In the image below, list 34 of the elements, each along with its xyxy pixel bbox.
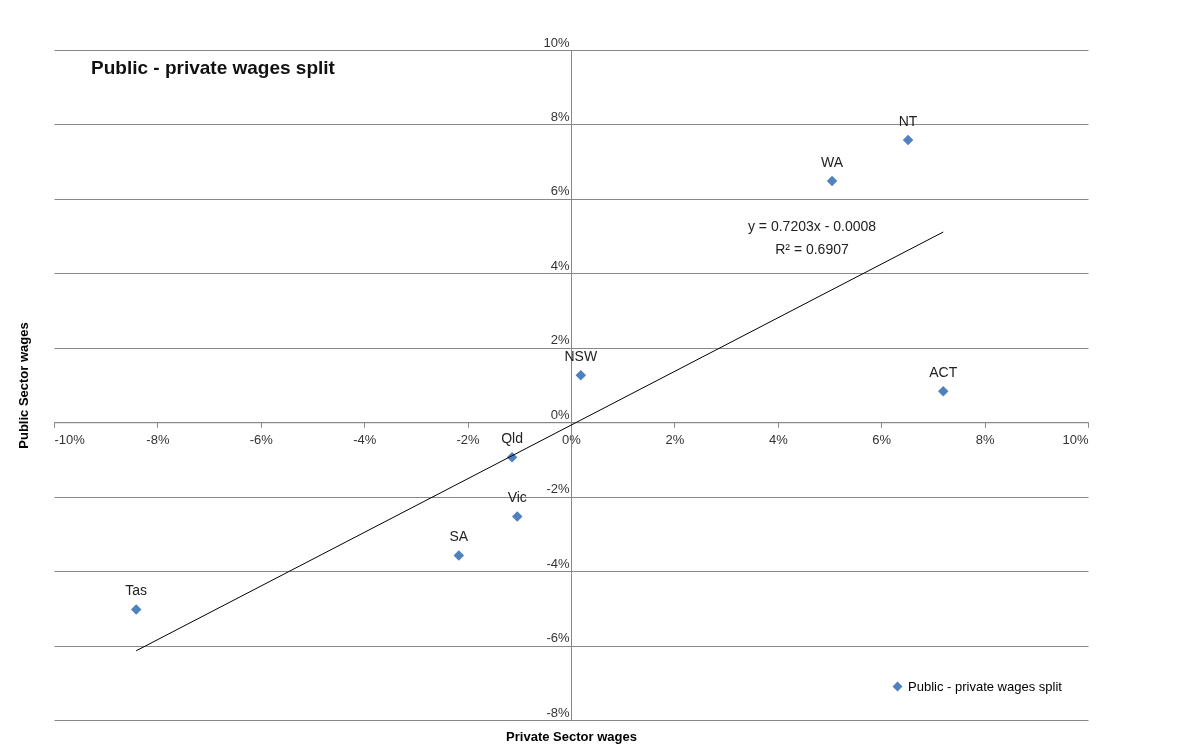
annotation: Tas bbox=[125, 582, 148, 599]
annotation: WA bbox=[821, 154, 844, 171]
y-tick-label: -6% bbox=[546, 630, 570, 646]
legend-label: Public - private wages split bbox=[908, 678, 1063, 694]
x-tick-label: 4% bbox=[768, 431, 789, 447]
annotation: ACT bbox=[929, 364, 958, 381]
y-tick-label: 6% bbox=[550, 183, 570, 199]
annotation: y = 0.7203x - 0.0008 bbox=[747, 218, 877, 234]
x-tick-label: -6% bbox=[249, 431, 274, 447]
annotation: NSW bbox=[564, 348, 598, 365]
y-tick-label: -4% bbox=[546, 555, 570, 571]
annotation: R² = 0.6907 bbox=[775, 241, 849, 257]
annotation: Qld bbox=[501, 430, 523, 447]
annotation: NT bbox=[898, 113, 918, 130]
y-tick-label: 8% bbox=[550, 108, 570, 124]
chart-title: Public - private wages split bbox=[91, 57, 336, 78]
x-tick-label: 2% bbox=[665, 431, 685, 447]
annotation: SA bbox=[449, 528, 469, 545]
x-tick-label: 10% bbox=[1062, 431, 1089, 447]
x-tick-label: -4% bbox=[353, 431, 377, 447]
y-tick-label: 2% bbox=[550, 332, 570, 348]
x-tick-label: -2% bbox=[456, 431, 481, 447]
x-axis-title: Private Sector wages bbox=[506, 728, 637, 744]
annotation: Vic bbox=[507, 489, 527, 506]
y-tick-label: -2% bbox=[546, 481, 570, 497]
y-tick-label: 10% bbox=[543, 34, 570, 50]
y-axis-title: Public Sector wages bbox=[15, 322, 31, 449]
y-tick-label: 0% bbox=[550, 406, 570, 422]
x-tick-label: -10% bbox=[54, 431, 86, 447]
y-tick-label: 4% bbox=[550, 257, 570, 273]
x-tick-label: 8% bbox=[975, 431, 995, 447]
x-tick-label: 6% bbox=[872, 431, 892, 447]
y-tick-label: -8% bbox=[546, 704, 570, 720]
x-tick-label: -8% bbox=[146, 431, 170, 447]
